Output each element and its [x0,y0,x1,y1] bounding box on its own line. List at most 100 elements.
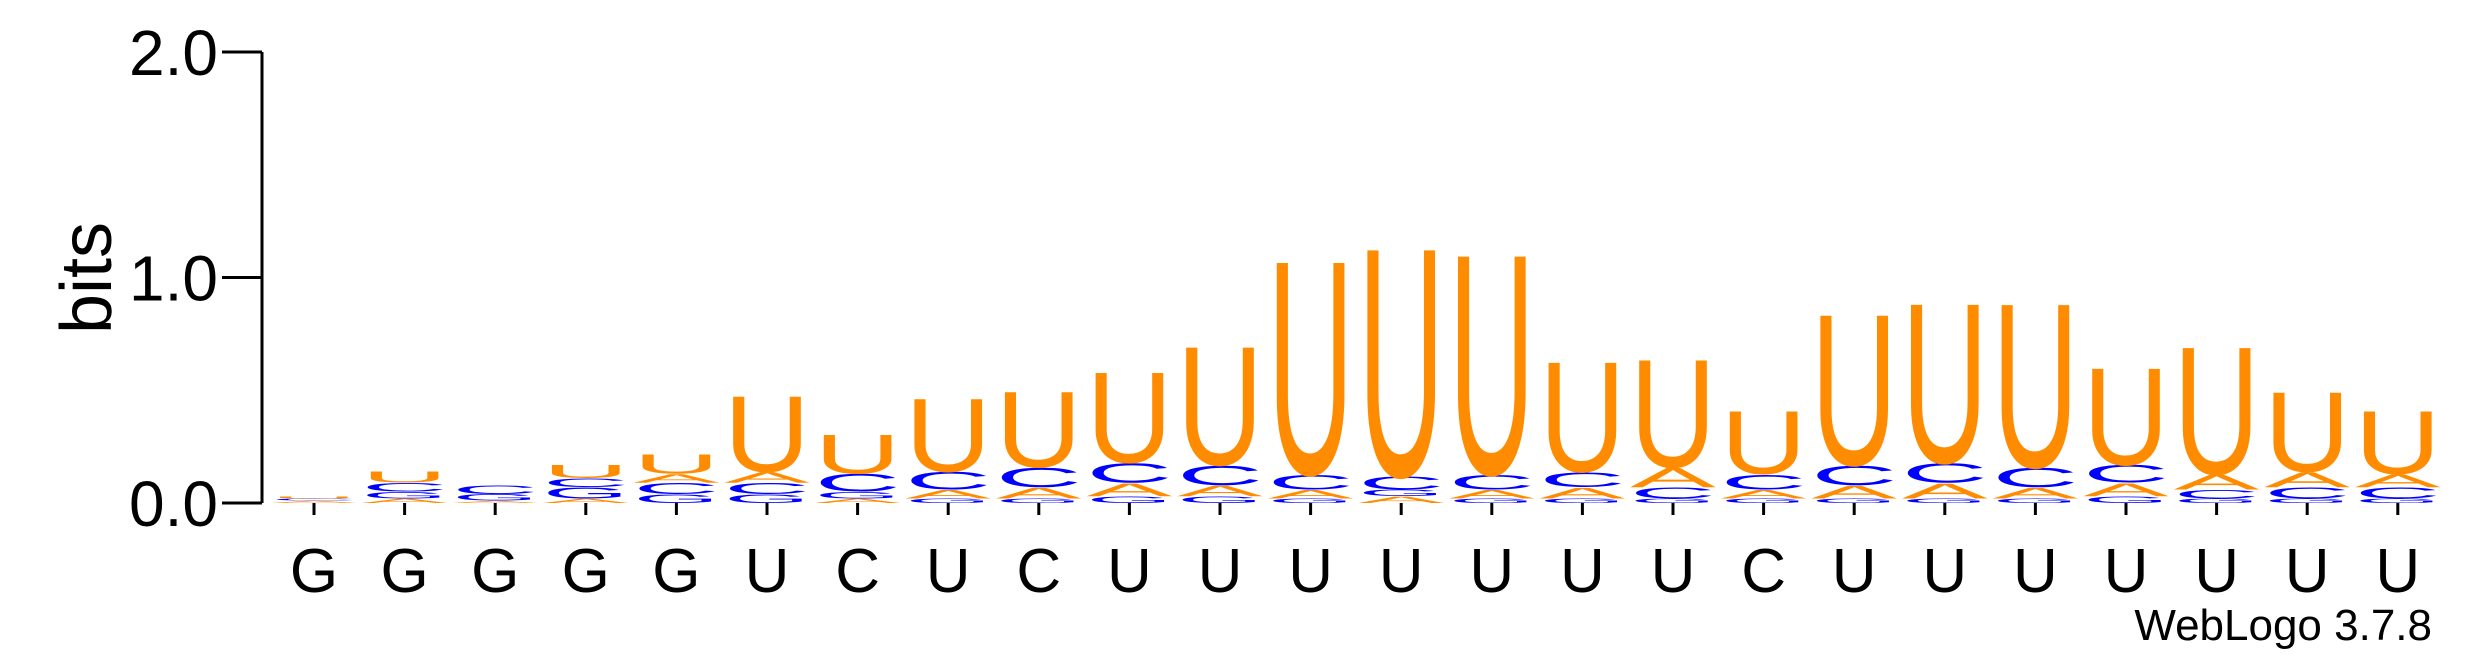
logo-letter: U [2083,340,2169,495]
logo-letter: G [1268,497,1354,504]
x-tick-label: C [835,537,880,606]
logo-letter: U [633,449,719,480]
logo-letter: A [1721,487,1807,501]
logo-letter: C [271,498,357,501]
logo-letter: U [1992,255,2078,517]
y-axis-label: bits [47,222,127,334]
logo-letter: C [815,470,901,498]
logo-letter: C [1358,473,1444,494]
logo-letter: G [1177,495,1263,505]
logo-letter: C [452,483,538,497]
x-tick-label: U [926,537,971,606]
logo-letter: G [724,492,810,506]
x-tick-label: U [1107,537,1152,606]
logo-letter: C [2174,487,2260,501]
x-tick-label: G [471,537,519,606]
logo-letter: C [1177,460,1263,491]
logo-letter: C [1086,458,1172,489]
x-tick-label: U [2104,537,2149,606]
logo-letter: U [996,370,1082,491]
logo-letter: C [543,476,629,490]
annotation: WebLogo 3.7.8 [2134,601,2432,650]
x-tick-label: U [2013,537,2058,606]
logo-letter: A [1992,485,2079,502]
logo-letter: G [1086,495,1172,505]
x-tick-label: U [2285,537,2330,606]
logo-letter: U [1721,394,1807,494]
logo-letter: C [2264,484,2350,501]
logo-letter: G [1992,497,2078,504]
logo-letter: A [1630,462,1717,493]
logo-letter: C [905,467,991,495]
logo-letter: A [905,487,991,501]
logo-letter: A [1902,479,1988,503]
logo-letter: C [1811,460,1897,491]
logo-letter: A [1539,485,1626,502]
logo-letter: C [996,462,1082,493]
logo-letter: G [362,490,448,500]
logo-letter: A [362,497,448,504]
logo-letter: G [1449,497,1535,504]
logo-letter: A [1358,495,1444,505]
x-tick-label: U [1832,537,1877,606]
x-tick-label: G [380,537,428,606]
logo-letter: A [1177,482,1264,499]
logo-letter: U [543,462,629,483]
logo-letter: C [1902,458,1988,489]
x-tick-label: U [1288,537,1333,606]
logo-letter: C [1449,470,1535,494]
logo-letter: C [2083,461,2169,489]
logo-letter: C [1721,470,1807,494]
logo-letter: U [362,469,448,486]
x-tick-label: G [562,537,610,606]
x-tick-label: C [1741,537,1786,606]
logo-letter: G [633,492,719,506]
logo-letter: G [996,497,1082,504]
logo-letter: A [271,500,357,503]
logo-letter: C [724,480,810,497]
logo-letter: G [2083,495,2169,505]
logo-letter: G [815,490,901,500]
x-tick-label: U [2375,537,2420,606]
logo-letter: U [905,376,991,494]
logo-letter: A [633,472,719,486]
logo-letter: G [1539,497,1625,504]
logo-letter: A [2355,470,2442,491]
logo-letter: A [815,497,901,504]
logo-letter: A [2264,468,2350,492]
logo-letter: C [362,480,448,494]
logo-letter: G [1902,497,1988,504]
logo-letter: U [1811,270,1897,512]
logo-letter: A [1268,487,1354,501]
logo-letter: U [1630,328,1716,501]
logo-letter: U [2355,394,2441,494]
logo-letter: G [905,497,991,504]
logo-letter: G [1630,497,1716,504]
logo-letter: A [1811,482,1898,503]
logo-letter: U [1358,181,1444,547]
logo-letter: G [2355,497,2441,504]
logo-letter: C [1268,470,1354,494]
logo-letter: A [724,469,811,486]
x-tick-label: U [1922,537,1967,606]
logo-letter: G [1811,497,1897,504]
logo-letter: G [1721,497,1807,504]
logo-letter: A [2083,480,2170,501]
x-tick-label: U [745,537,790,606]
x-tick-label: G [290,537,338,606]
logo-letter: U [1268,198,1354,539]
logo-letter: C [1539,468,1625,492]
logo-letter: C [1992,462,2078,493]
logo-letter: U [2174,308,2260,513]
y-tick-label: 1.0 [129,243,218,315]
logo-letter: U [1177,312,1263,502]
x-tick-label: U [1198,537,1243,606]
logo-letter: G [1358,488,1444,498]
logo-letter: A [1086,480,1173,501]
x-tick-label: U [1379,537,1424,606]
logo-letter: C [2355,484,2441,501]
logo-letter: U [1449,188,1535,541]
logo-letter: A [543,497,629,504]
logo-letter: G [452,492,538,502]
